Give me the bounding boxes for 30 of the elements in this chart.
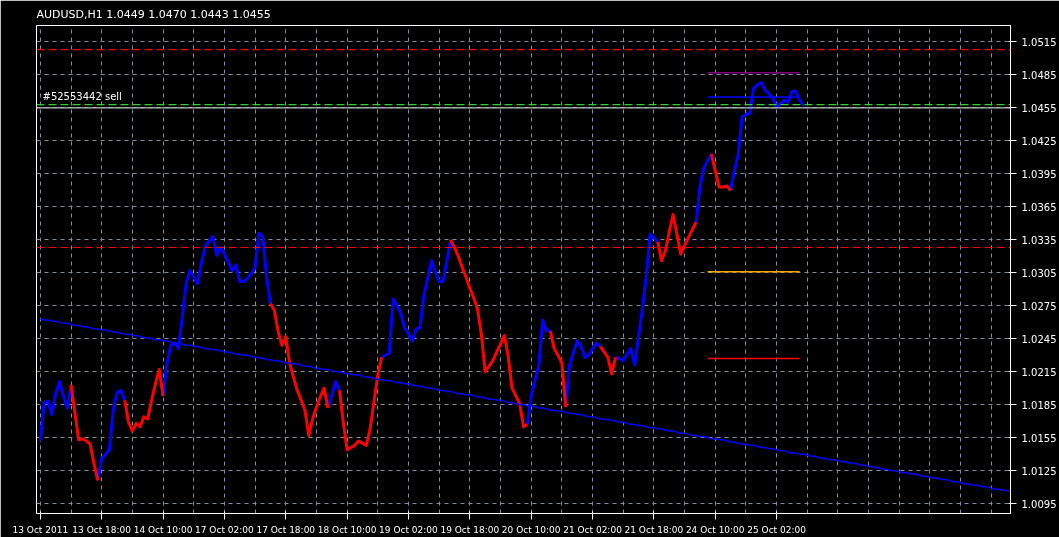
x-tick-label: 20 Oct 10:00 [501, 524, 561, 535]
x-tick-label: 18 Oct 10:00 [317, 524, 377, 535]
y-tick-label: 1.0245 [1021, 333, 1057, 345]
y-tick-label: 1.0155 [1021, 432, 1057, 444]
y-tick-label: 1.0485 [1021, 69, 1057, 81]
y-tick-label: 1.0275 [1021, 300, 1057, 312]
y-tick-label: 1.0455 [1021, 102, 1057, 114]
x-tick-label: 19 Oct 02:00 [379, 524, 439, 535]
y-tick-label: 1.0215 [1021, 366, 1057, 378]
x-tick-label: 14 Oct 10:00 [133, 524, 193, 535]
x-tick-label: 21 Oct 02:00 [563, 524, 623, 535]
x-tick-label: 24 Oct 10:00 [685, 524, 745, 535]
y-tick-label: 1.0305 [1021, 267, 1057, 279]
y-tick-label: 1.0335 [1021, 234, 1057, 246]
y-tick-label: 1.0395 [1021, 168, 1057, 180]
y-tick-label: 1.0185 [1021, 399, 1057, 411]
x-tick-label: 13 Oct 18:00 [72, 524, 132, 535]
x-tick-label: 25 Oct 02:00 [747, 524, 807, 535]
y-tick-label: 1.0095 [1021, 498, 1057, 510]
x-tick-label: 17 Oct 02:00 [195, 524, 255, 535]
x-tick-label: 19 Oct 18:00 [440, 524, 500, 535]
x-tick-label: 13 Oct 2011 [12, 524, 69, 535]
y-tick-label: 1.0425 [1021, 135, 1057, 147]
y-tick-label: 1.0125 [1021, 465, 1057, 477]
x-tick-label: 21 Oct 18:00 [624, 524, 684, 535]
ref-line-label: #52553442 sell [42, 90, 122, 102]
chart-title: AUDUSD,H1 1.0449 1.0470 1.0443 1.0455 [36, 7, 271, 21]
y-tick-label: 1.0515 [1021, 36, 1057, 48]
y-tick-label: 1.0365 [1021, 201, 1057, 213]
x-tick-label: 17 Oct 18:00 [256, 524, 316, 535]
